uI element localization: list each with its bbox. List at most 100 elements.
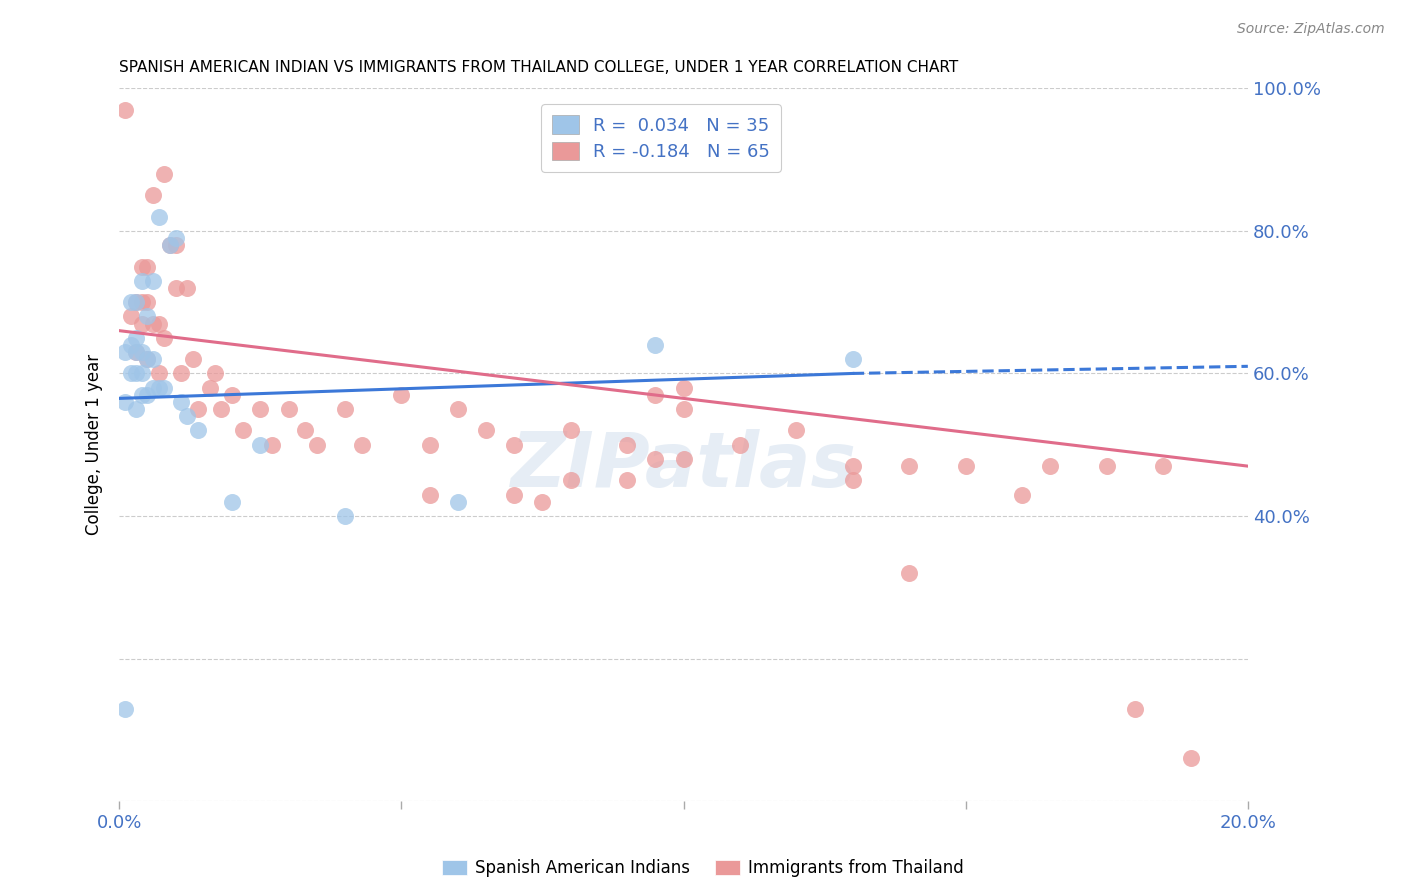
- Point: [842, 474, 865, 488]
- Point: [153, 381, 176, 395]
- Text: SPANISH AMERICAN INDIAN VS IMMIGRANTS FROM THAILAND COLLEGE, UNDER 1 YEAR CORREL: SPANISH AMERICAN INDIAN VS IMMIGRANTS FR…: [120, 60, 959, 75]
- Point: [131, 367, 153, 381]
- Point: [672, 402, 695, 417]
- Point: [131, 345, 153, 359]
- Point: [114, 395, 136, 409]
- Point: [120, 295, 142, 310]
- Point: [672, 381, 695, 395]
- Point: [153, 167, 176, 181]
- Point: [125, 345, 148, 359]
- Point: [475, 424, 498, 438]
- Point: [120, 338, 142, 352]
- Point: [125, 331, 148, 345]
- Point: [136, 352, 159, 367]
- Point: [644, 388, 666, 402]
- Point: [955, 459, 977, 474]
- Point: [209, 402, 232, 417]
- Point: [531, 495, 554, 509]
- Y-axis label: College, Under 1 year: College, Under 1 year: [86, 354, 103, 535]
- Point: [350, 438, 373, 452]
- Point: [672, 452, 695, 467]
- Text: Source: ZipAtlas.com: Source: ZipAtlas.com: [1237, 22, 1385, 37]
- Point: [142, 381, 165, 395]
- Point: [148, 367, 170, 381]
- Point: [560, 474, 582, 488]
- Text: ZIPatlas: ZIPatlas: [510, 429, 856, 503]
- Point: [114, 103, 136, 117]
- Point: [391, 388, 413, 402]
- Point: [125, 295, 148, 310]
- Point: [198, 381, 221, 395]
- Point: [125, 367, 148, 381]
- Point: [131, 260, 153, 274]
- Point: [159, 238, 181, 252]
- Point: [898, 459, 921, 474]
- Point: [131, 295, 153, 310]
- Point: [503, 488, 526, 502]
- Point: [644, 338, 666, 352]
- Point: [142, 317, 165, 331]
- Point: [294, 424, 316, 438]
- Point: [125, 345, 148, 359]
- Point: [232, 424, 254, 438]
- Point: [142, 188, 165, 202]
- Point: [616, 474, 638, 488]
- Point: [142, 352, 165, 367]
- Point: [221, 388, 243, 402]
- Point: [187, 402, 209, 417]
- Point: [1123, 701, 1146, 715]
- Point: [616, 438, 638, 452]
- Point: [159, 238, 181, 252]
- Point: [842, 459, 865, 474]
- Point: [333, 509, 356, 524]
- Point: [136, 310, 159, 324]
- Point: [136, 295, 159, 310]
- Point: [785, 424, 807, 438]
- Point: [1095, 459, 1118, 474]
- Point: [131, 274, 153, 288]
- Point: [165, 238, 187, 252]
- Point: [1180, 751, 1202, 765]
- Point: [187, 424, 209, 438]
- Point: [148, 317, 170, 331]
- Point: [125, 402, 148, 417]
- Point: [842, 352, 865, 367]
- Point: [1152, 459, 1174, 474]
- Point: [165, 281, 187, 295]
- Point: [204, 367, 226, 381]
- Point: [447, 495, 470, 509]
- Point: [333, 402, 356, 417]
- Point: [728, 438, 751, 452]
- Point: [277, 402, 299, 417]
- Point: [136, 260, 159, 274]
- Point: [898, 566, 921, 580]
- Point: [142, 274, 165, 288]
- Point: [181, 352, 204, 367]
- Point: [125, 295, 148, 310]
- Point: [419, 438, 441, 452]
- Point: [560, 424, 582, 438]
- Point: [165, 231, 187, 245]
- Legend: Spanish American Indians, Immigrants from Thailand: Spanish American Indians, Immigrants fro…: [434, 853, 972, 884]
- Point: [136, 388, 159, 402]
- Point: [419, 488, 441, 502]
- Point: [260, 438, 283, 452]
- Point: [249, 438, 271, 452]
- Point: [148, 381, 170, 395]
- Point: [305, 438, 328, 452]
- Point: [148, 210, 170, 224]
- Point: [153, 331, 176, 345]
- Point: [120, 367, 142, 381]
- Point: [170, 395, 193, 409]
- Point: [249, 402, 271, 417]
- Point: [503, 438, 526, 452]
- Point: [131, 317, 153, 331]
- Point: [114, 345, 136, 359]
- Point: [136, 352, 159, 367]
- Point: [1011, 488, 1033, 502]
- Point: [221, 495, 243, 509]
- Point: [176, 281, 198, 295]
- Point: [1039, 459, 1062, 474]
- Point: [131, 388, 153, 402]
- Point: [170, 367, 193, 381]
